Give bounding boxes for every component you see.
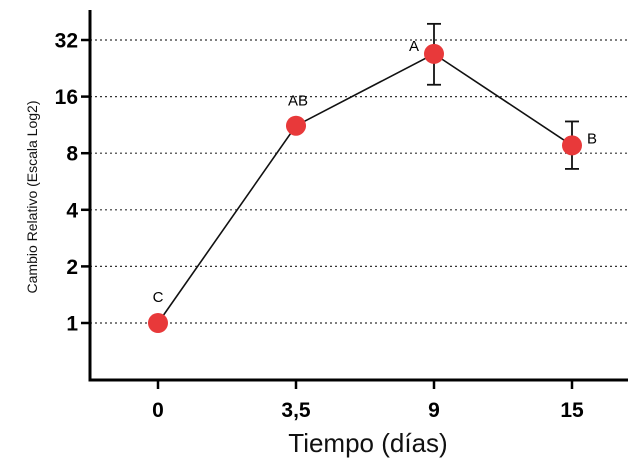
y-ticks: 1 2 4 8 16 32 [55,30,90,336]
data-point [562,135,582,156]
y-tick-label: 2 [66,256,78,279]
x-tick-label: 3,5 [281,399,311,422]
x-axis-label: Tiempo (días) [288,428,447,458]
x-tick-label: 0 [152,399,164,422]
axes [88,10,628,382]
point-label: B [587,130,597,147]
data-point [286,115,306,136]
data-point [148,313,168,333]
y-axis-label: Cambio Relativo (Escala Log2) [24,101,40,294]
x-ticks: 0 3,5 9 15 [152,380,584,422]
y-tick-label: 32 [55,30,78,53]
point-label: A [409,38,419,55]
point-label: C [153,289,164,306]
point-label: AB [288,93,308,110]
gridlines [90,39,628,324]
x-tick-label: 9 [428,399,440,422]
series-line [157,52,573,324]
y-tick-label: 1 [66,313,78,336]
y-tick-label: 8 [66,143,78,166]
y-tick-label: 16 [55,86,78,109]
data-point [424,43,444,64]
x-tick-label: 15 [560,399,584,422]
y-tick-label: 4 [66,199,78,222]
